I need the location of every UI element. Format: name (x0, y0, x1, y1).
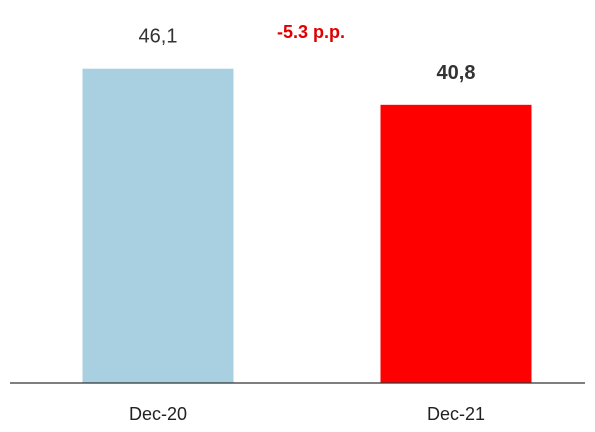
data-label-dec-21: 40,8 (437, 62, 476, 84)
bar-dec-20 (82, 68, 234, 383)
x-tick-label-dec-21: Dec-21 (427, 404, 485, 424)
data-label-dec-20: 46,1 (139, 26, 178, 48)
x-tick-label-dec-20: Dec-20 (129, 404, 187, 424)
labels-layer: 46,1 Dec-20 40,8 Dec-21 (129, 26, 485, 424)
change-annotation: -5.3 p.p. (277, 22, 345, 42)
bars-layer (82, 68, 532, 384)
bar-dec-21 (380, 104, 532, 384)
